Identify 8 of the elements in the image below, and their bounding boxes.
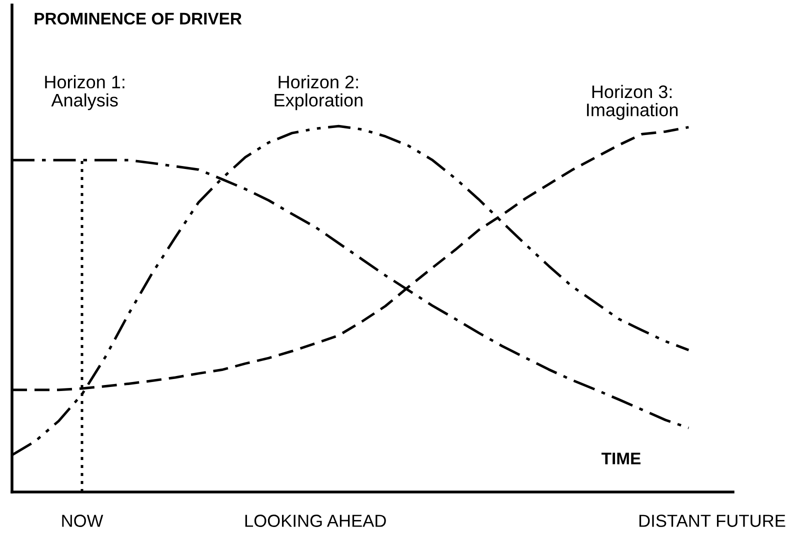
x-tick-label: NOW: [62, 514, 104, 527]
x-tick-label: DISTANT FUTURE: [639, 514, 786, 527]
x-tick-label: LOOKING AHEAD: [245, 514, 386, 527]
text: Horizon 1: Analysis: [45, 75, 124, 110]
x-axis-title: TIME: [602, 452, 640, 464]
text: Horizon 3: Imagination: [587, 84, 678, 120]
text: Horizon 2: Exploration: [274, 75, 362, 110]
text: PROMINENCE OF DRIVER: [34, 12, 242, 25]
